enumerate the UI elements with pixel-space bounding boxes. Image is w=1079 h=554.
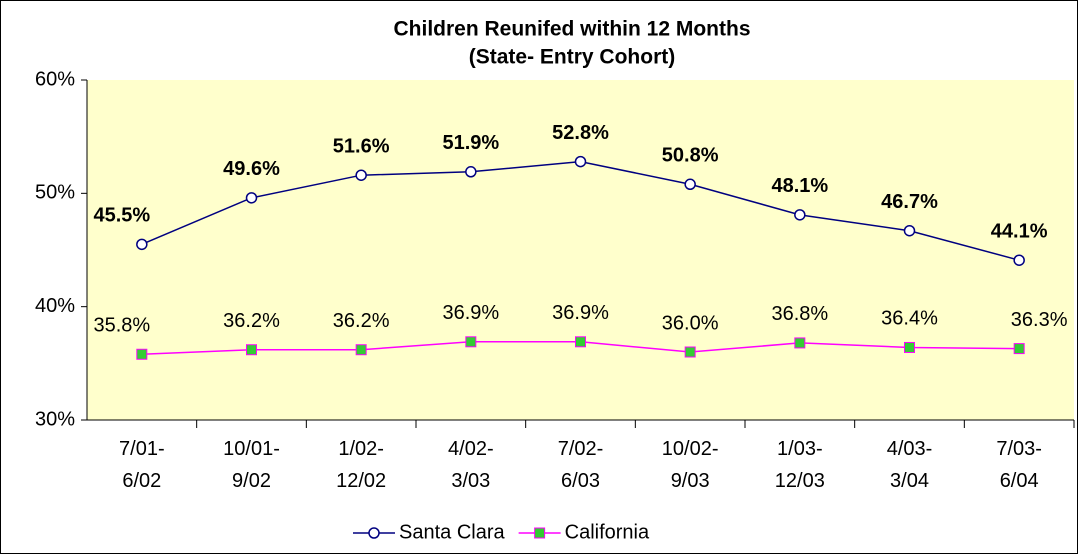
y-tick-label: 40% [35,295,75,317]
data-point [575,336,586,348]
data-label: 51.9% [442,132,499,154]
data-point [245,192,258,204]
data-label: 36.0% [662,312,719,334]
data-label: 51.6% [333,135,390,157]
legend-label: Santa Clara [399,521,505,543]
data-point [136,238,148,251]
data-label: 36.4% [881,308,938,330]
data-point [465,336,477,348]
data-point [1013,343,1025,355]
data-label: 35.8% [93,315,150,337]
data-label: 44.1% [991,220,1048,242]
data-label: 50.8% [662,145,719,167]
x-tick-label: 7/01-6/02 [119,438,165,492]
data-label: 36.2% [333,310,390,332]
x-tick-label: 7/03-6/04 [996,438,1042,492]
legend-marker [534,527,546,539]
y-tick-label: 30% [35,408,75,430]
chart-title: Children Reunifed within 12 Months [394,18,751,41]
data-label: 48.1% [771,175,828,197]
data-label: 49.6% [223,158,280,180]
data-point [355,169,367,181]
legend-marker [368,527,380,539]
data-point [465,166,477,178]
data-point [794,337,806,349]
data-point [355,344,367,356]
data-point [903,224,916,237]
data-point [684,346,696,358]
plot-area [87,80,1074,420]
legend-label: California [565,521,650,543]
data-point [904,341,915,353]
data-label: 36.9% [442,302,499,324]
data-label: 45.5% [93,205,150,227]
data-point [136,348,148,360]
y-tick-label: 60% [35,68,75,90]
data-label: 52.8% [552,122,609,144]
x-tick-label: 10/02-9/03 [662,438,719,492]
x-tick-label: 1/03-12/03 [775,438,825,492]
data-label: 36.8% [771,303,828,325]
data-point [794,209,806,221]
y-tick-label: 50% [35,182,75,204]
x-tick-label: 10/01-9/02 [223,438,280,492]
x-tick-label: 4/02-3/03 [448,438,494,492]
data-label: 36.3% [1011,309,1068,331]
data-label: 46.7% [881,191,938,213]
data-point [1013,254,1025,266]
data-point [574,155,587,168]
data-point [684,178,696,191]
data-label: 36.9% [552,302,609,324]
x-tick-label: 1/02-12/02 [336,438,386,492]
x-tick-label: 7/02-6/03 [558,438,604,492]
x-tick-label: 4/03-3/04 [887,438,933,492]
chart-subtitle: (State- Entry Cohort) [469,46,676,69]
data-point [246,344,257,356]
data-label: 36.2% [223,310,280,332]
